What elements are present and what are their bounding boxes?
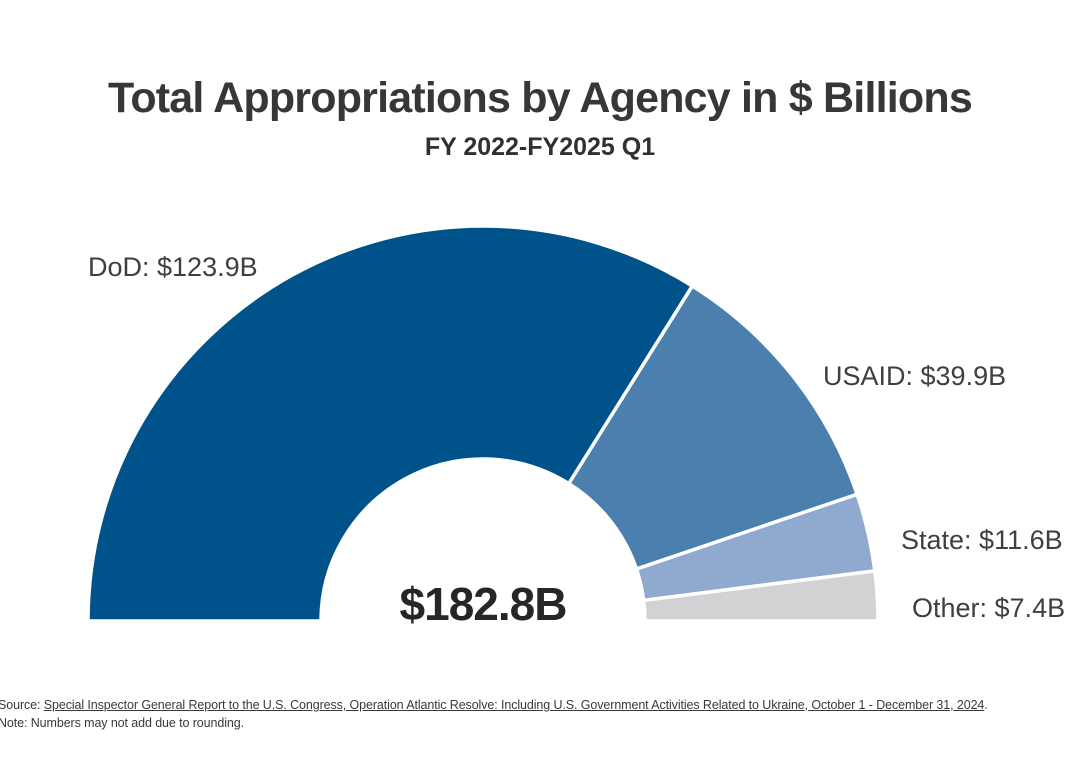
segment-label-state: State: $11.6B: [901, 525, 1063, 555]
chart-subtitle: FY 2022-FY2025 Q1: [424, 133, 656, 161]
half-donut-chart: [86, 224, 880, 623]
source-suffix: .: [984, 698, 988, 712]
segment-label-dod: DoD: $123.9B: [88, 252, 258, 282]
footer: Source: Special Inspector General Report…: [0, 697, 1080, 732]
note-line: Note: Numbers may not add due to roundin…: [0, 715, 244, 730]
total-value: $182.8B: [399, 578, 568, 630]
segment-label-other: Other: $7.4B: [912, 593, 1066, 623]
segment-label-usaid: USAID: $39.9B: [823, 361, 1007, 391]
chart-title: Total Appropriations by Agency in $ Bill…: [108, 74, 973, 122]
donut-segment-other: [641, 568, 880, 623]
donut-segment-dod: [86, 224, 695, 623]
source-line: Source: Special Inspector General Report…: [0, 697, 1080, 715]
source-prefix: Source:: [0, 698, 44, 712]
donut-segment-usaid: [566, 283, 860, 572]
source-link[interactable]: Special Inspector General Report to the …: [43, 698, 985, 712]
